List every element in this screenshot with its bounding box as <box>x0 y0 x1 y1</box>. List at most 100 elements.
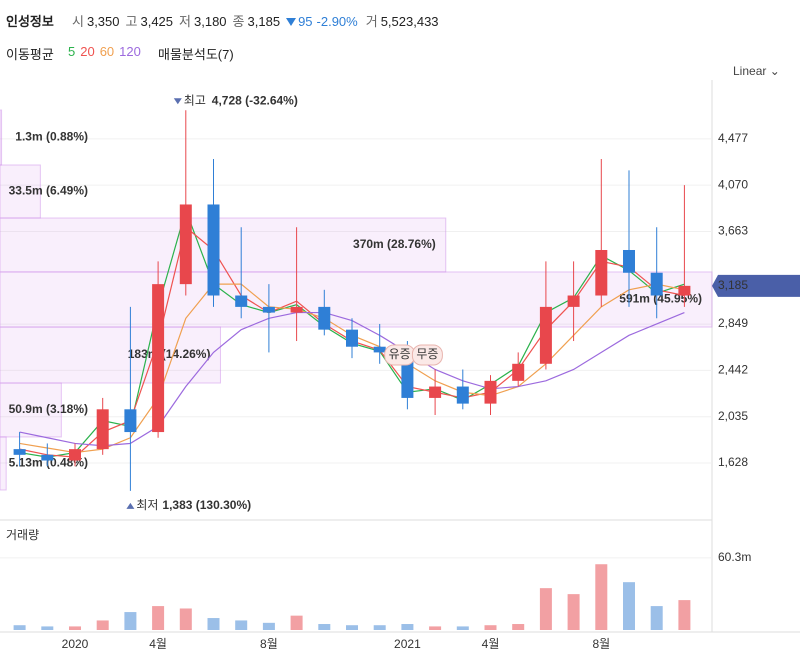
candle-body <box>650 272 663 296</box>
volume-bar <box>13 625 26 630</box>
x-tick-label: 2021 <box>394 637 421 651</box>
vol-key: 거 <box>365 14 378 29</box>
low-label: 1,383 (130.30%) <box>162 498 251 512</box>
ma-legend[interactable]: 5 20 60 120 <box>68 44 146 59</box>
volume-bar <box>650 606 663 630</box>
profile-title[interactable]: 매물분석도(7) <box>158 47 234 62</box>
ma-legend-item: 60 <box>99 44 115 59</box>
y-tick-label: 4,477 <box>718 131 748 145</box>
volume-bar <box>124 612 137 630</box>
candle-body <box>235 295 248 307</box>
volume-profile-label: 50.9m (3.18%) <box>9 402 88 416</box>
ma-legend-item: 20 <box>80 44 95 59</box>
volume-profile-label: 33.5m (6.49%) <box>9 184 88 198</box>
stock-name: 인성정보 <box>6 14 54 29</box>
candle-body <box>346 329 358 347</box>
low-marker <box>126 502 135 509</box>
candle-body <box>69 449 81 461</box>
volume-bar <box>262 622 275 630</box>
high-marker <box>173 98 182 105</box>
candle-body <box>124 409 137 433</box>
candle-body <box>13 449 26 455</box>
ma-legend-item: 5 <box>68 44 76 59</box>
y-tick-label: 4,070 <box>718 177 748 191</box>
x-tick-label: 8월 <box>592 637 610 651</box>
volume-bar <box>567 594 580 630</box>
vol-val: 5,523,433 <box>380 14 439 29</box>
price-tag <box>712 274 800 297</box>
volume-bar <box>179 608 192 630</box>
candle-body <box>429 386 442 398</box>
volume-bar <box>152 606 165 630</box>
y-tick-label: 1,628 <box>718 455 748 469</box>
candle-body <box>484 380 497 404</box>
volume-profile-bar <box>0 382 62 438</box>
candle-body <box>41 454 54 461</box>
volume-bar <box>41 626 54 630</box>
candle-body <box>290 306 303 313</box>
volume-bar <box>678 600 691 630</box>
volume-bar <box>595 564 608 630</box>
candle-body <box>179 204 192 285</box>
volume-profile-bar <box>0 271 713 328</box>
volume-bar <box>318 624 331 630</box>
quote-val: 3,350 <box>86 14 120 29</box>
candle-body <box>678 285 691 296</box>
quote-val: 3,180 <box>194 14 227 29</box>
volume-bar <box>235 620 248 630</box>
price-tag-label: 3,185 <box>718 278 748 292</box>
x-tick-label: 2020 <box>62 637 89 651</box>
volume-bar <box>623 582 635 630</box>
volume-profile-label: 183m (14.26%) <box>128 347 211 361</box>
scale-select[interactable]: Linear ⌄ <box>733 64 780 78</box>
volume-profile-bar <box>0 164 41 219</box>
volume-bar <box>484 625 497 630</box>
scale-label: Linear <box>733 64 767 78</box>
volume-bar <box>69 626 81 630</box>
volume-bar <box>290 615 303 630</box>
volume-bar <box>346 625 358 630</box>
candle-body <box>96 409 109 450</box>
quote-val: 3,425 <box>140 14 174 29</box>
event-label: 유증 <box>389 347 411 361</box>
quote-val: 3,185 <box>247 14 281 29</box>
change: 95 <box>298 14 313 29</box>
quote-key: 시 <box>72 14 84 29</box>
event-label: 무증 <box>416 347 438 361</box>
x-tick-label: 4월 <box>149 637 167 651</box>
candle-body <box>207 204 220 296</box>
candle-body <box>262 306 275 313</box>
candle-body <box>539 306 552 364</box>
volume-bar <box>207 618 220 630</box>
volume-bar <box>401 624 414 630</box>
candle-body <box>623 249 635 273</box>
ma-title: 이동평균 <box>6 47 54 62</box>
volume-profile-label: 5.13m (0.48%) <box>9 456 88 470</box>
low-prefix: 최저 <box>136 498 158 512</box>
quote-key: 저 <box>179 14 191 29</box>
quote-key: 고 <box>125 14 138 29</box>
volume-profile-label: 1.3m (0.88%) <box>15 130 88 144</box>
change-pct: -2.90% <box>316 14 358 29</box>
candle-body <box>373 346 386 353</box>
x-tick-label: 4월 <box>482 637 500 651</box>
candle-body <box>512 363 525 381</box>
quote-key: 종 <box>232 14 245 29</box>
volume-profile-bar <box>0 217 447 273</box>
volume-bar <box>429 626 442 630</box>
y-tick-label: 60.3m <box>718 550 751 564</box>
x-tick-label: 8월 <box>260 637 278 651</box>
candle-body <box>567 295 580 307</box>
candle-body <box>456 386 469 404</box>
event-badge <box>411 344 443 366</box>
down-arrow <box>286 18 297 26</box>
candle-body <box>595 249 608 296</box>
candle-body <box>318 306 331 330</box>
high-prefix: 최고 <box>184 93 206 107</box>
volume-profile-bar <box>0 326 221 384</box>
volume-profile-label: 370m (28.76%) <box>353 237 436 251</box>
volume-bar <box>456 626 469 630</box>
y-tick-label: 3,663 <box>718 224 748 238</box>
quote: 시 3,350 고 3,425 저 3,180 종 3,185 95 -2.90% 거 5,523,4… <box>72 11 439 30</box>
